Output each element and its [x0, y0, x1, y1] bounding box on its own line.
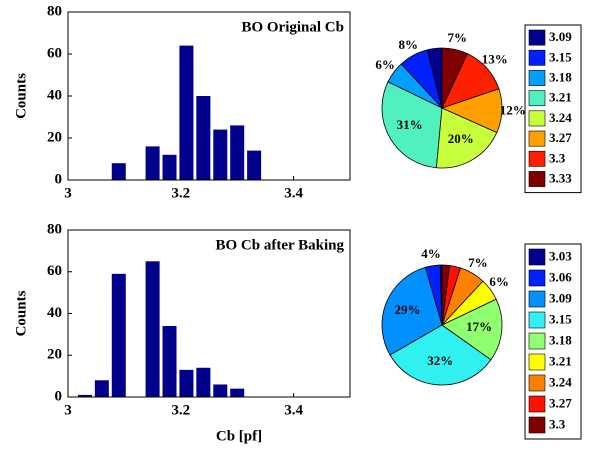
y-tick-label: 40	[47, 305, 62, 321]
legend-swatch	[528, 171, 546, 187]
slice-label: 8%	[398, 37, 418, 52]
legend-swatch	[528, 130, 546, 147]
bar	[162, 326, 177, 397]
y-tick-label: 20	[47, 129, 62, 145]
bar	[196, 96, 211, 180]
chart-title: BO Cb after Baking	[216, 237, 345, 253]
slice-label: 4%	[421, 246, 441, 261]
legend-swatch	[528, 29, 546, 46]
legend-swatch	[528, 374, 546, 392]
legend-label: 3.33	[549, 170, 572, 185]
legend-label: 3.3	[549, 416, 566, 431]
legend-label: 3.27	[549, 130, 572, 145]
y-tick-label: 40	[47, 87, 62, 103]
slice-label: 7%	[448, 30, 468, 45]
y-tick-label: 80	[47, 221, 62, 237]
bar	[77, 394, 92, 397]
legend-label: 3.24	[549, 110, 572, 125]
x-tick-label: 3.2	[171, 185, 190, 201]
legend-label: 3.15	[549, 49, 572, 64]
x-tick-label: 3.4	[284, 402, 303, 418]
y-axis-label: Counts	[13, 73, 29, 119]
legend-swatch	[528, 269, 546, 287]
legend-swatch	[528, 150, 546, 167]
y-tick-label: 0	[55, 171, 63, 187]
legend-label: 3.15	[549, 311, 572, 326]
slice-label: 7%	[468, 255, 488, 270]
pie-slice	[389, 324, 492, 386]
y-tick-label: 0	[55, 388, 63, 404]
bar	[230, 388, 245, 397]
bar	[247, 150, 262, 180]
slice-label: 12%	[500, 102, 526, 117]
x-tick-label: 3	[64, 185, 72, 201]
bar	[213, 129, 228, 180]
bar	[213, 384, 228, 397]
legend-swatch	[528, 110, 546, 127]
legend-label: 3.21	[549, 353, 572, 368]
legend-swatch	[528, 311, 546, 329]
pie-slice	[381, 266, 443, 356]
y-tick-label: 60	[47, 263, 62, 279]
slice-label: 17%	[466, 319, 492, 334]
slice-label: 29%	[394, 302, 420, 317]
y-tick-label: 60	[47, 45, 62, 61]
legend-swatch	[528, 353, 546, 371]
slice-label: 13%	[482, 52, 508, 67]
pie-slice	[441, 298, 503, 361]
legend-swatch	[528, 416, 546, 434]
x-tick-label: 3	[64, 402, 72, 418]
y-tick-label: 80	[47, 3, 62, 19]
chart-title: BO Original Cb	[241, 19, 344, 35]
bar	[179, 45, 194, 180]
slice-label: 6%	[489, 274, 509, 289]
bar	[145, 146, 160, 180]
legend-label: 3.18	[549, 69, 572, 84]
pie-slice	[381, 81, 443, 169]
legend-label: 3.27	[549, 395, 572, 410]
legend-label: 3.18	[549, 332, 572, 347]
slice-label: 31%	[397, 117, 423, 132]
legend-label: 3.03	[549, 248, 572, 263]
legend-swatch	[528, 70, 546, 86]
legend-swatch	[528, 395, 546, 413]
x-tick-label: 3.4	[284, 185, 303, 201]
y-axis-label: Counts	[13, 290, 29, 336]
bar	[179, 369, 194, 397]
legend-swatch	[528, 290, 546, 308]
legend-swatch	[528, 49, 546, 66]
y-tick-label: 20	[47, 347, 62, 363]
slice-label: 20%	[448, 131, 474, 146]
bar	[145, 261, 160, 397]
slice-label: 6%	[375, 57, 395, 72]
bar	[111, 163, 126, 180]
pie-slice	[441, 264, 450, 326]
bar	[94, 380, 109, 397]
legend-swatch	[528, 90, 546, 107]
bar	[196, 367, 211, 397]
bar	[230, 125, 245, 180]
x-tick-label: 3.2	[171, 402, 190, 418]
legend-label: 3.09	[549, 29, 572, 44]
legend-swatch	[528, 332, 546, 350]
slice-label: 32%	[427, 353, 453, 368]
pie-slice	[441, 47, 468, 109]
bar	[162, 154, 177, 180]
legend-label: 3.21	[549, 90, 572, 105]
legend-swatch	[528, 248, 546, 266]
pie-slice	[435, 107, 498, 169]
legend-label: 3.09	[549, 290, 572, 305]
legend-label: 3.06	[549, 269, 572, 284]
legend-label: 3.24	[549, 374, 572, 389]
bar	[111, 273, 126, 397]
x-axis-label: Cb [pf]	[216, 428, 262, 444]
legend-label: 3.3	[549, 150, 566, 165]
